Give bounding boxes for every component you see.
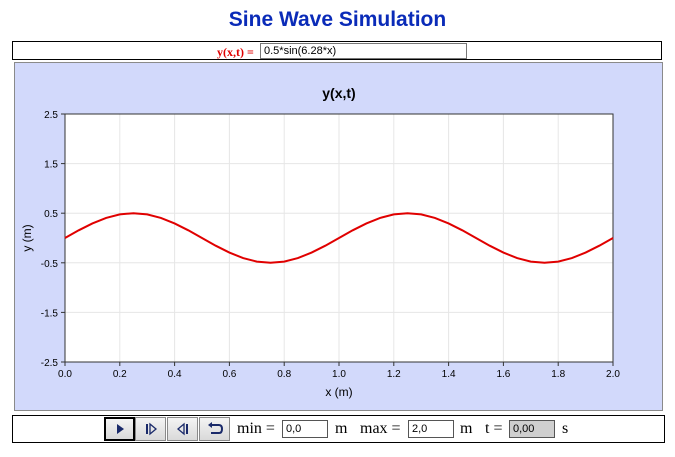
- y-tick-label: -2.5: [41, 358, 59, 369]
- x-tick-label: 1.0: [332, 369, 346, 380]
- y-tick-label: 2.5: [44, 110, 58, 121]
- play-button[interactable]: [104, 417, 135, 441]
- step-back-icon: [176, 422, 188, 436]
- x-tick-label: 0.4: [168, 369, 182, 380]
- max-unit: m: [460, 420, 473, 437]
- step-back-button[interactable]: [167, 417, 198, 441]
- max-input[interactable]: [408, 420, 454, 438]
- page-title: Sine Wave Simulation: [228, 8, 447, 31]
- controls-bar: min = m max = m t = s: [12, 415, 665, 443]
- step-forward-button[interactable]: [135, 417, 166, 441]
- max-label: max =: [360, 420, 401, 437]
- y-tick-label: -0.5: [41, 259, 59, 270]
- reset-icon: [207, 422, 223, 434]
- x-tick-label: 1.6: [496, 369, 510, 380]
- x-tick-label: 1.8: [551, 369, 565, 380]
- step-forward-icon: [145, 422, 157, 436]
- min-input[interactable]: [282, 420, 328, 438]
- plot-panel: 0.0 0.2 0.4 0.6 0.8 1.0 1.2 1.4 1.6 1.8 2.0 2.5 1.5 0…: [14, 62, 663, 411]
- x-tick-label: 1.4: [442, 369, 456, 380]
- x-tick-label: 0.8: [277, 369, 291, 380]
- play-icon: [116, 424, 124, 434]
- chart-title: y(x,t): [322, 85, 355, 101]
- time-unit: s: [562, 420, 569, 437]
- x-tick-label: 0.0: [58, 369, 72, 380]
- reset-button[interactable]: [199, 417, 230, 441]
- time-display: [509, 420, 555, 438]
- x-tick-label: 0.2: [113, 369, 127, 380]
- y-tick-label: 1.5: [44, 160, 58, 171]
- time-label: t =: [485, 420, 503, 437]
- function-label: y(x,t) =: [217, 45, 254, 59]
- x-tick-label: 2.0: [606, 369, 620, 380]
- function-input[interactable]: [260, 43, 467, 59]
- series-line: [64, 212, 614, 264]
- function-bar: y(x,t) =: [12, 41, 662, 60]
- min-unit: m: [335, 420, 348, 437]
- y-axis-label: y (m): [20, 224, 34, 251]
- axis-ticks: 0.0 0.2 0.4 0.6 0.8 1.0 1.2 1.4 1.6 1.8 2.0 2.5 1.5 0…: [41, 110, 621, 380]
- min-label: min =: [237, 420, 275, 437]
- chart-svg: 0.0 0.2 0.4 0.6 0.8 1.0 1.2 1.4 1.6 1.8 2.0 2.5 1.5 0…: [20, 85, 621, 399]
- x-tick-label: 1.2: [387, 369, 401, 380]
- y-tick-label: 0.5: [44, 209, 58, 220]
- y-tick-label: -1.5: [41, 308, 59, 319]
- x-tick-label: 0.6: [222, 369, 236, 380]
- x-axis-label: x (m): [325, 385, 352, 399]
